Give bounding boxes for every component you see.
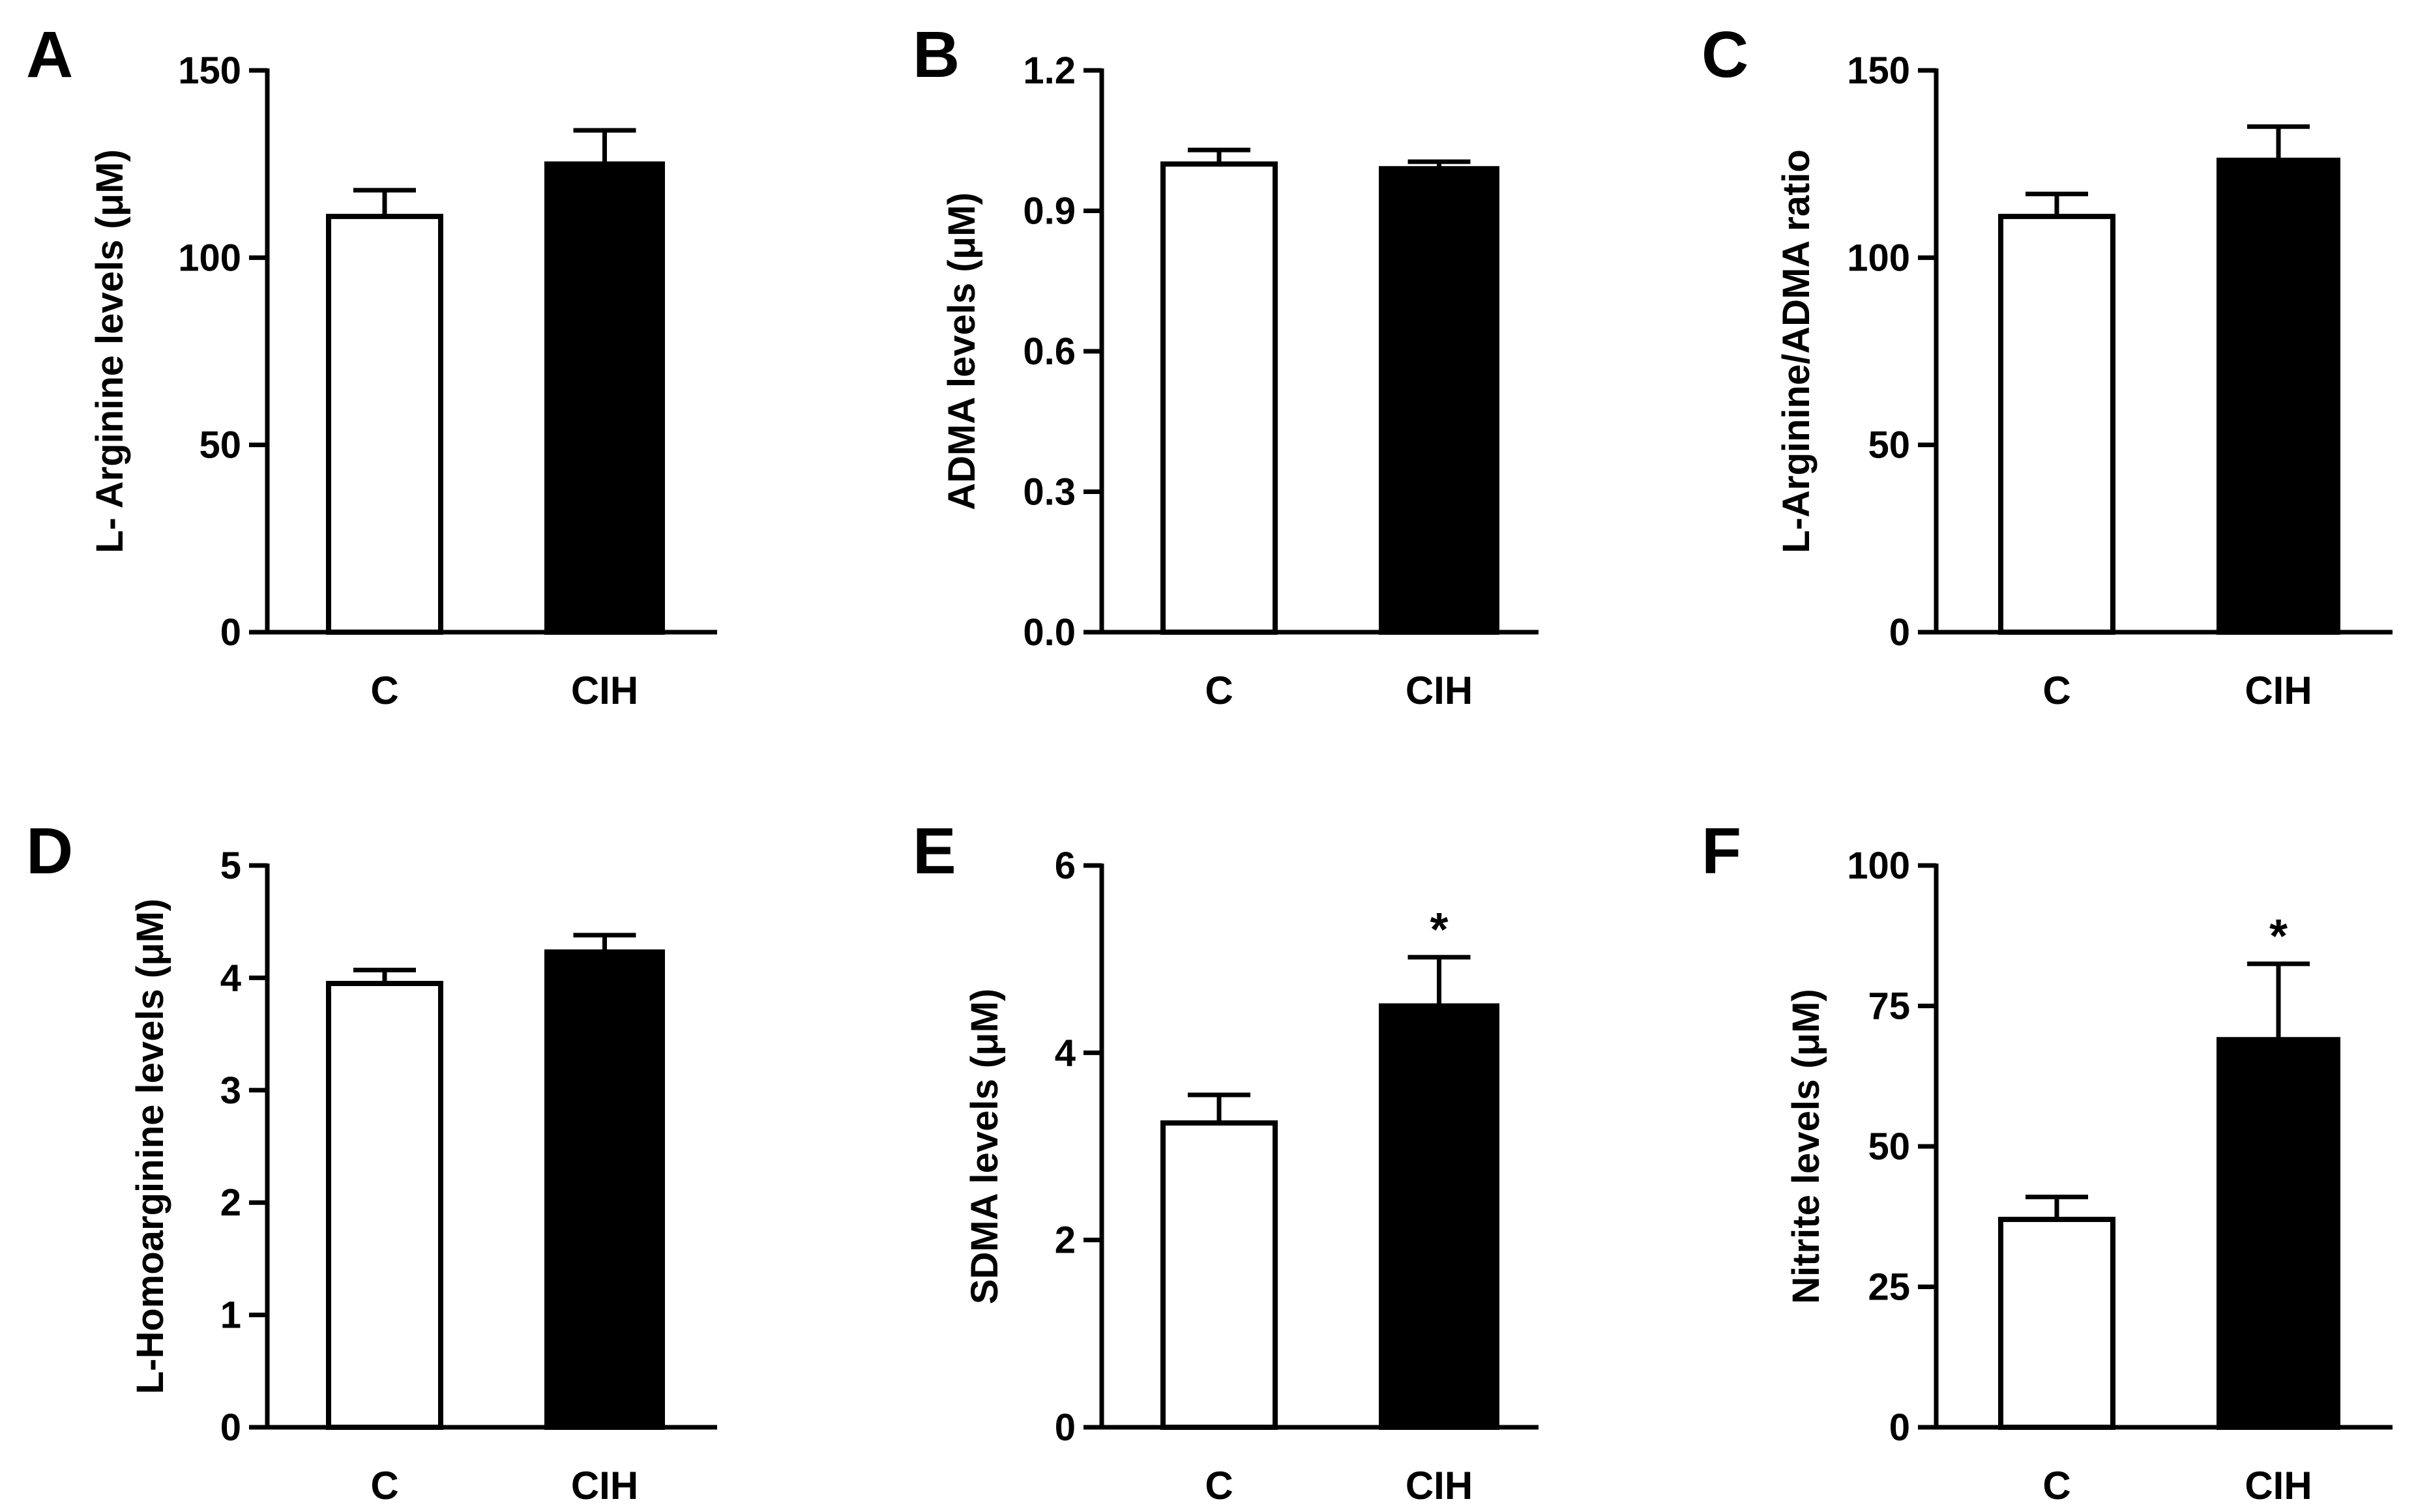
y-tick-label: 100 <box>178 237 241 279</box>
y-axis-label: Nitrite levels (μM) <box>1785 989 1827 1303</box>
x-tick-label: CIH <box>2245 669 2312 712</box>
y-axis-label: L-Arginine/ADMA ratio <box>1775 149 1818 553</box>
y-tick-label: 50 <box>199 424 241 467</box>
y-tick-label: 100 <box>1847 845 1910 887</box>
y-axis-label: SDMA levels (μM) <box>964 989 1006 1305</box>
panel-letter: B <box>913 18 960 91</box>
y-tick-label: 1 <box>220 1294 241 1337</box>
bar-c <box>1160 161 1278 635</box>
bar-c <box>326 981 443 1430</box>
y-tick-label: 150 <box>1847 50 1910 92</box>
y-tick-label: 4 <box>220 957 241 999</box>
x-tick-label: C <box>1205 669 1233 712</box>
y-tick-label: 0 <box>1889 1406 1910 1449</box>
y-tick-label: 0.6 <box>1023 330 1076 373</box>
x-tick-label: CIH <box>1406 669 1473 712</box>
y-tick-label: 4 <box>1055 1032 1076 1074</box>
panel-d: D 0 1 2 3 4 5 L-Homoarginine levels (μM) C CIH <box>26 815 717 1507</box>
bar-c <box>326 214 443 635</box>
x-tick-label: CIH <box>571 669 638 712</box>
bar-cih <box>544 161 665 635</box>
panel-b: B 0.0 0.3 0.6 0.9 1.2 ADMA levels (μM) C CIH <box>913 18 1539 712</box>
panel-letter: A <box>26 18 73 91</box>
y-tick-label: 2 <box>220 1182 241 1224</box>
x-tick-label: CIH <box>571 1464 638 1507</box>
x-tick-label: C <box>370 669 398 712</box>
panel-c: C 0 50 100 150 L-Arginine/ADMA ratio C CIH <box>1702 18 2393 712</box>
y-tick-label: 50 <box>1868 1126 1910 1168</box>
panel-a: A 0 50 100 150 L- Arginine levels (μM) C CIH <box>26 18 717 712</box>
panel-f: F 0 25 50 75 100 Nitrite levels (μM) C CIH * <box>1702 815 2393 1507</box>
y-tick-label: 0 <box>1055 1406 1076 1449</box>
x-tick-label: CIH <box>1406 1464 1473 1507</box>
bar-cih <box>544 949 665 1431</box>
bar-cih <box>2217 157 2340 635</box>
bar-c <box>1998 1217 2115 1431</box>
bar-c <box>1998 214 2115 635</box>
y-axis-label: L- Arginine levels (μM) <box>89 149 131 553</box>
y-tick-label: 0 <box>220 1406 241 1449</box>
y-tick-label: 3 <box>220 1069 241 1112</box>
bar-cih <box>1379 1003 1499 1430</box>
y-tick-label: 100 <box>1847 237 1910 279</box>
y-tick-label: 0 <box>220 611 241 654</box>
x-tick-label: C <box>2042 669 2070 712</box>
y-tick-label: 0.3 <box>1023 471 1076 514</box>
y-tick-label: 75 <box>1868 985 1910 1028</box>
panel-letter: F <box>1702 815 1741 888</box>
x-tick-label: C <box>1205 1464 1233 1507</box>
panel-letter: D <box>26 815 73 888</box>
x-tick-label: C <box>370 1464 398 1507</box>
panel-letter: C <box>1702 18 1748 91</box>
y-tick-label: 50 <box>1868 424 1910 467</box>
y-tick-label: 1.2 <box>1023 50 1076 92</box>
panel-e: E 0 2 4 6 SDMA levels (μM) C CIH * <box>913 815 1539 1507</box>
y-axis-label: L-Homoarginine levels (μM) <box>129 899 171 1395</box>
y-tick-label: 0.9 <box>1023 190 1076 233</box>
y-tick-label: 5 <box>220 845 241 887</box>
y-tick-label: 0 <box>1889 611 1910 654</box>
y-tick-label: 0.0 <box>1023 611 1076 654</box>
y-tick-label: 150 <box>178 50 241 92</box>
significance-marker: * <box>1430 904 1448 956</box>
x-tick-label: C <box>2042 1464 2070 1507</box>
significance-marker: * <box>2269 910 2288 963</box>
panel-letter: E <box>913 815 956 888</box>
bar-cih <box>1379 166 1499 635</box>
y-tick-label: 25 <box>1868 1266 1910 1309</box>
x-tick-label: CIH <box>2245 1464 2312 1507</box>
y-tick-label: 2 <box>1055 1219 1076 1262</box>
bar-cih <box>2217 1037 2340 1430</box>
y-tick-label: 6 <box>1055 845 1076 887</box>
y-axis-label: ADMA levels (μM) <box>941 192 983 510</box>
bar-c <box>1160 1120 1278 1431</box>
